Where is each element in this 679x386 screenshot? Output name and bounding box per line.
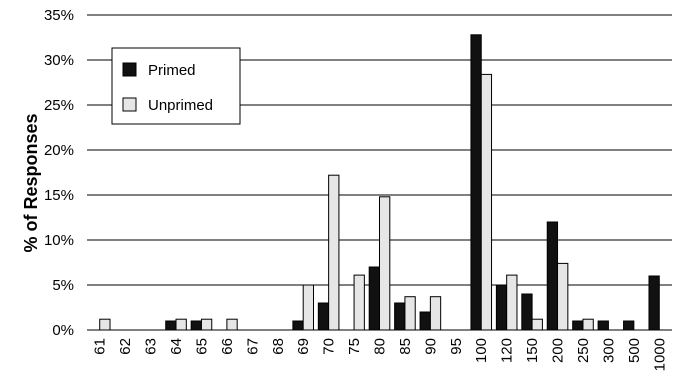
legend-label-primed: Primed	[148, 62, 196, 79]
x-tick-label: 75	[346, 338, 363, 355]
x-tick-label: 63	[143, 338, 160, 355]
bar-unprimed-66	[226, 318, 238, 331]
x-tick-label: 69	[295, 338, 312, 355]
x-tick-label: 67	[244, 338, 261, 355]
legend-label-unprimed: Unprimed	[148, 97, 213, 114]
bar-primed-250	[572, 320, 584, 331]
x-tick-label: 1000	[651, 338, 668, 371]
y-tick-label: 10%	[44, 232, 74, 249]
x-tick-label: 300	[600, 338, 617, 363]
bar-unprimed-75	[353, 274, 365, 331]
bar-unprimed-61	[99, 318, 111, 331]
bar-unprimed-200	[557, 262, 569, 331]
bar-unprimed-120	[506, 274, 518, 331]
x-tick-label: 90	[422, 338, 439, 355]
bars	[99, 34, 660, 331]
y-tick-label: 5%	[52, 277, 74, 294]
x-tick-label: 100	[473, 338, 490, 363]
y-tick-label: 30%	[44, 52, 74, 69]
bar-primed-69	[292, 320, 304, 331]
x-tick-label: 68	[270, 338, 287, 355]
x-tick-label: 250	[575, 338, 592, 363]
bar-unprimed-90	[429, 296, 442, 331]
x-tick-labels: 61 62 63 64 65 66 67 68 69 70 75 80 85 90 95 100 120 150 2…	[92, 338, 669, 371]
legend: Primed Unprimed	[111, 47, 241, 125]
x-tick-label: 150	[524, 338, 541, 363]
bar-primed-65	[190, 320, 202, 331]
bar-primed-120	[495, 284, 508, 331]
x-tick-label: 66	[219, 338, 236, 355]
x-tick-label: 500	[626, 338, 643, 363]
y-tick-label: 25%	[44, 97, 74, 114]
x-tick-label: 95	[448, 338, 465, 355]
bar-unprimed-64	[175, 318, 187, 331]
legend-swatch-unprimed	[122, 97, 137, 112]
y-axis-label: % of Responses	[21, 113, 41, 252]
y-tick-label: 15%	[44, 187, 74, 204]
y-tick-label: 20%	[44, 142, 74, 159]
bar-primed-500	[623, 320, 635, 331]
bar-primed-300	[597, 320, 609, 331]
x-tick-label: 70	[321, 338, 338, 355]
bar-unprimed-100	[480, 73, 493, 331]
x-tick-label: 80	[372, 338, 389, 355]
bar-primed-70	[317, 302, 330, 331]
bar-primed-80	[368, 266, 381, 331]
x-tick-label: 65	[193, 338, 210, 355]
bar-unprimed-70	[328, 174, 340, 331]
bar-unprimed-80	[379, 196, 391, 331]
x-tick-label: 85	[397, 338, 414, 355]
bar-primed-1000	[648, 275, 660, 331]
legend-swatch-primed	[122, 62, 137, 77]
y-tick-label: 35%	[44, 7, 74, 24]
x-tick-label: 200	[550, 338, 567, 363]
x-tick-label: 62	[117, 338, 134, 355]
bar-unprimed-250	[582, 318, 594, 331]
bar-primed-100	[470, 34, 482, 331]
bar-unprimed-65	[200, 318, 213, 331]
bar-primed-64	[165, 320, 177, 331]
y-tick-labels: 0% 5% 10% 15% 20% 25% 30% 35%	[44, 7, 74, 339]
bar-unprimed-69	[302, 284, 314, 331]
bar-unprimed-150	[531, 318, 543, 331]
x-tick-label: 61	[92, 338, 109, 355]
bar-primed-90	[419, 311, 431, 331]
bar-primed-85	[394, 302, 406, 331]
x-tick-label: 64	[168, 338, 185, 355]
bar-primed-200	[546, 221, 559, 331]
bar-unprimed-85	[404, 296, 416, 331]
x-tick-label: 120	[499, 338, 516, 363]
y-tick-label: 0%	[52, 322, 74, 339]
bar-primed-150	[521, 293, 533, 331]
